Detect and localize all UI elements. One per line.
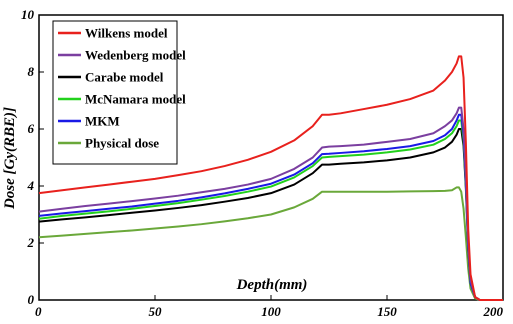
- legend-label: MKM: [85, 114, 120, 129]
- y-tick-label: 10: [21, 7, 35, 22]
- y-tick-label: 8: [28, 64, 35, 79]
- y-tick-label: 6: [28, 121, 35, 136]
- legend-label: Wilkens model: [85, 26, 168, 41]
- x-axis-title: Depth(mm): [236, 277, 308, 293]
- legend-label: McNamara model: [85, 92, 186, 107]
- legend-box: [52, 20, 178, 165]
- series-line-wedenberg-model: [38, 106, 503, 301]
- y-tick-label: 2: [27, 235, 35, 250]
- series-lines: [38, 55, 503, 301]
- legend-label: Carabe model: [85, 70, 164, 85]
- x-tick-label: 0: [35, 304, 42, 319]
- x-tick-label: 200: [483, 304, 504, 319]
- y-axis-title: Dose [Gy(RBE)]: [2, 107, 18, 210]
- legend-label: Wedenberg model: [85, 48, 186, 63]
- y-tick-label: 0: [28, 292, 35, 307]
- series-line-wilkens-model: [38, 55, 503, 301]
- legend: Wilkens model Wedenberg model Carabe model…: [52, 20, 186, 165]
- x-tick-label: 100: [261, 304, 281, 319]
- legend-label: Physical dose: [85, 136, 159, 151]
- x-tick-label: 50: [149, 304, 163, 319]
- y-axis-ticks: 0 2 4 6 8 10: [21, 7, 44, 307]
- y-tick-label: 4: [27, 178, 35, 193]
- series-line-physical-dose: [38, 186, 503, 301]
- x-tick-label: 150: [377, 304, 397, 319]
- x-axis-ticks: 0 50 100 150 200: [35, 295, 504, 319]
